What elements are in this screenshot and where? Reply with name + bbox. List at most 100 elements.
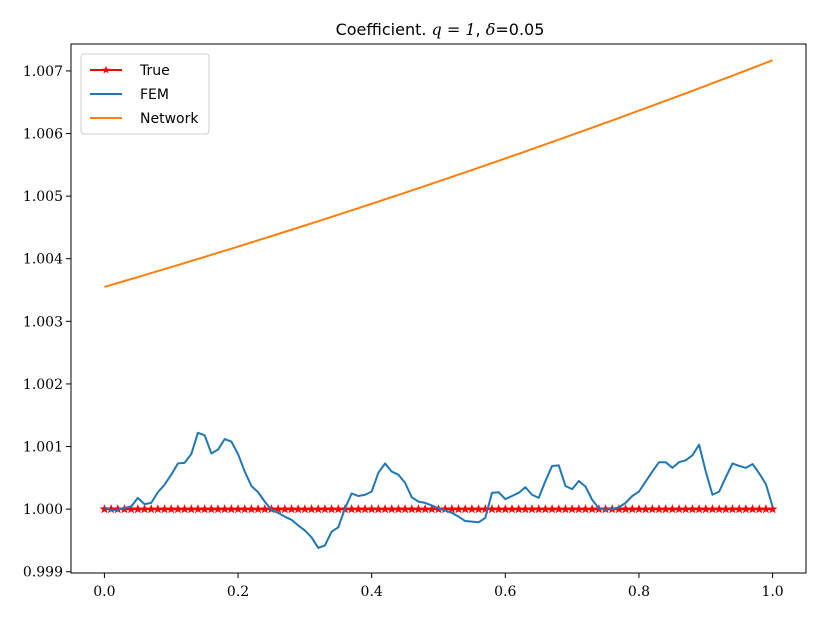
true-marker-84 — [660, 504, 671, 514]
true-marker-53 — [453, 504, 464, 514]
title-separator: , — [476, 20, 486, 39]
true-marker-29 — [293, 504, 303, 514]
true-marker-91 — [707, 504, 718, 514]
true-marker-72 — [580, 504, 591, 514]
true-marker-30 — [300, 504, 310, 514]
true-marker-68 — [553, 504, 564, 514]
true-marker-23 — [253, 504, 263, 514]
true-marker-15 — [199, 504, 210, 514]
true-marker-16 — [206, 504, 217, 514]
true-marker-73 — [587, 504, 597, 514]
title-prefix: Coefficient. — [336, 20, 432, 39]
true-marker-5 — [133, 504, 143, 514]
title-q: q = 1 — [432, 20, 476, 39]
true-marker-8 — [153, 504, 163, 514]
true-marker-82 — [647, 504, 658, 514]
true-marker-48 — [420, 504, 430, 514]
y-tick-label: 1.005 — [23, 189, 63, 205]
true-marker-99 — [761, 504, 771, 514]
true-marker-83 — [654, 504, 664, 514]
true-marker-89 — [694, 504, 704, 514]
true-marker-54 — [460, 504, 471, 514]
y-tick-label: 1.001 — [23, 440, 63, 456]
true-marker-27 — [280, 504, 290, 514]
true-marker-71 — [574, 504, 584, 514]
true-marker-19 — [226, 504, 237, 514]
true-marker-56 — [473, 504, 484, 514]
true-marker-43 — [386, 504, 397, 514]
x-tick-label: 0.8 — [628, 584, 650, 600]
true-marker-97 — [747, 504, 758, 514]
true-marker-67 — [547, 504, 557, 514]
x-tick-label: 0.0 — [93, 584, 115, 600]
true-marker-41 — [373, 504, 384, 514]
x-tick-label: 1.0 — [761, 584, 783, 600]
true-marker-46 — [406, 504, 417, 514]
true-marker-44 — [393, 504, 404, 514]
true-marker-64 — [527, 504, 537, 514]
legend-marker-true — [102, 65, 110, 74]
legend-box — [80, 53, 210, 135]
true-marker-100 — [767, 504, 778, 514]
true-marker-40 — [366, 504, 377, 514]
true-marker-55 — [467, 504, 477, 514]
y-tick-label: 1.002 — [23, 377, 63, 393]
true-marker-60 — [500, 504, 511, 514]
true-marker-90 — [700, 504, 711, 514]
y-tick-label: 1.004 — [23, 252, 63, 268]
true-marker-65 — [533, 504, 544, 514]
x-tick-label: 0.2 — [227, 584, 249, 600]
true-marker-63 — [520, 504, 531, 514]
true-marker-34 — [326, 504, 337, 514]
true-marker-78 — [620, 504, 631, 514]
true-marker-45 — [400, 504, 410, 514]
title-delta: δ — [486, 20, 496, 39]
true-marker-94 — [727, 504, 738, 514]
true-marker-66 — [540, 504, 551, 514]
y-tick-label: 1.006 — [23, 127, 63, 143]
true-marker-61 — [507, 504, 517, 514]
true-marker-92 — [714, 504, 724, 514]
true-marker-39 — [360, 504, 370, 514]
x-tick-label: 0.6 — [494, 584, 516, 600]
true-marker-98 — [754, 504, 765, 514]
true-marker-59 — [493, 504, 504, 514]
true-marker-21 — [239, 504, 250, 514]
true-marker-11 — [173, 504, 183, 514]
true-marker-93 — [721, 504, 731, 514]
true-marker-86 — [674, 504, 684, 514]
true-marker-18 — [219, 504, 230, 514]
true-marker-81 — [640, 504, 651, 514]
true-marker-35 — [333, 504, 344, 514]
true-marker-12 — [179, 504, 190, 514]
series-line-fem — [103, 431, 774, 549]
true-marker-95 — [734, 504, 744, 514]
true-marker-62 — [513, 504, 524, 514]
true-marker-42 — [380, 504, 390, 514]
true-marker-17 — [213, 504, 223, 514]
true-marker-22 — [246, 504, 257, 514]
legend-label-network: Network — [140, 111, 199, 127]
true-marker-96 — [741, 504, 751, 514]
x-tick-label: 0.4 — [361, 584, 383, 600]
legend-label-fem: FEM — [140, 87, 169, 103]
true-marker-37 — [346, 504, 357, 514]
true-marker-13 — [186, 504, 197, 514]
y-tick-label: 1.003 — [23, 314, 63, 330]
legend-label-true: True — [139, 63, 170, 79]
true-marker-70 — [567, 504, 577, 514]
true-marker-79 — [627, 504, 638, 514]
true-marker-14 — [193, 504, 203, 514]
legend: True FEM Network — [80, 53, 210, 135]
true-marker-85 — [667, 504, 678, 514]
true-marker-9 — [159, 504, 170, 514]
true-marker-80 — [634, 504, 644, 514]
title-delta-value: =0.05 — [495, 20, 544, 39]
y-tick-label: 1.000 — [23, 502, 63, 518]
true-marker-38 — [353, 504, 364, 514]
true-marker-28 — [286, 504, 297, 514]
series-line-network — [104, 59, 773, 288]
chart-title: Coefficient. q = 1, δ=0.05 — [336, 20, 545, 39]
x-axis: 0.0 0.2 0.4 0.6 0.8 1.0 — [93, 573, 784, 600]
